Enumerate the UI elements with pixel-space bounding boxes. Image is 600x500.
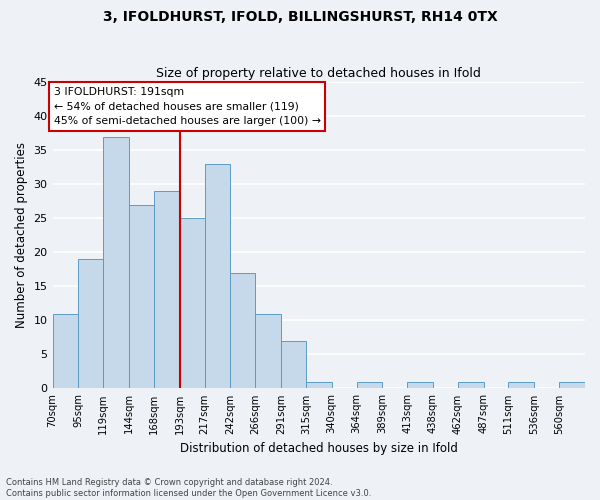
Bar [255,314,281,388]
Bar [79,259,103,388]
Bar [559,382,585,388]
Bar [154,191,180,388]
Bar [306,382,332,388]
Text: 3, IFOLDHURST, IFOLD, BILLINGSHURST, RH14 0TX: 3, IFOLDHURST, IFOLD, BILLINGSHURST, RH1… [103,10,497,24]
Bar [407,382,433,388]
Bar [205,164,230,388]
Y-axis label: Number of detached properties: Number of detached properties [15,142,28,328]
Bar [508,382,535,388]
Bar [53,314,79,388]
Title: Size of property relative to detached houses in Ifold: Size of property relative to detached ho… [157,66,481,80]
Bar [281,341,306,388]
Bar [103,136,129,388]
Bar [129,204,154,388]
Bar [230,272,255,388]
Bar [458,382,484,388]
Text: 3 IFOLDHURST: 191sqm
← 54% of detached houses are smaller (119)
45% of semi-deta: 3 IFOLDHURST: 191sqm ← 54% of detached h… [53,87,320,126]
Text: Contains HM Land Registry data © Crown copyright and database right 2024.
Contai: Contains HM Land Registry data © Crown c… [6,478,371,498]
X-axis label: Distribution of detached houses by size in Ifold: Distribution of detached houses by size … [180,442,458,455]
Bar [180,218,205,388]
Bar [356,382,382,388]
